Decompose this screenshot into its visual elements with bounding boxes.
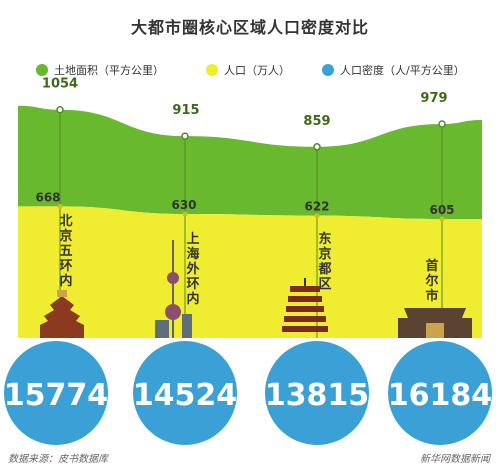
svg-text:东: 东: [318, 231, 331, 247]
population-point: [182, 211, 188, 217]
population-value: 668: [35, 190, 60, 204]
density-circle: [388, 341, 492, 445]
legend-label-land-area: 土地面积（平方公里）: [54, 64, 164, 77]
land-area-value: 859: [303, 114, 330, 129]
svg-text:环: 环: [59, 259, 72, 274]
category-label: 首尔市: [425, 258, 438, 304]
land-area-point: [181, 132, 189, 140]
svg-text:区: 区: [318, 277, 331, 292]
land-area-year: （2000年）: [158, 118, 213, 130]
density-value: 16184: [388, 378, 492, 413]
svg-text:内: 内: [186, 291, 199, 307]
population-point: [439, 216, 445, 222]
legend-swatch-population: [206, 64, 218, 76]
legend-item-land-area: 土地面积（平方公里）: [36, 62, 164, 78]
land-area-year: （2012年）: [289, 129, 344, 141]
svg-text:外: 外: [185, 261, 199, 277]
chart-title: 大都市圈核心区域人口密度对比: [130, 18, 369, 37]
svg-text:上: 上: [186, 232, 199, 247]
legend-item-density: 人口密度（人/平方公里）: [322, 62, 465, 78]
svg-text:京: 京: [318, 246, 331, 262]
svg-text:都: 都: [317, 261, 331, 277]
land-area-year: （2010年）: [406, 106, 461, 118]
density-circle: [133, 341, 237, 445]
density-value: 14524: [133, 378, 237, 413]
legend-swatch-land-area: [36, 64, 48, 76]
land-area-point: [313, 143, 321, 151]
svg-text:五: 五: [59, 244, 72, 259]
land-area-band: [18, 105, 482, 219]
land-area-value: 915: [172, 103, 199, 118]
legend-item-population: 人口（万人）: [206, 62, 290, 78]
density-value: 15774: [4, 378, 108, 413]
svg-text:内: 内: [59, 273, 72, 289]
svg-text:市: 市: [425, 288, 438, 304]
land-area-point: [56, 105, 64, 114]
land-area-value: 1054: [42, 77, 78, 92]
land-area-value: 979: [420, 91, 447, 106]
credit-note: 新华网数据新闻: [420, 454, 490, 465]
density-value: 13815: [265, 378, 369, 413]
svg-text:北: 北: [59, 214, 72, 229]
legend-label-density: 人口密度（人/平方公里）: [340, 64, 465, 77]
legend: 土地面积（平方公里） 人口（万人） 人口密度（人/平方公里）: [0, 62, 500, 82]
land-area-point: [438, 120, 446, 128]
population-value: 622: [304, 200, 329, 214]
legend-label-population: 人口（万人）: [224, 64, 290, 77]
legend-swatch-density: [322, 64, 334, 76]
population-band: [18, 206, 482, 338]
svg-text:京: 京: [59, 228, 72, 244]
population-value: 605: [429, 203, 454, 217]
svg-text:尔: 尔: [425, 273, 438, 289]
svg-text:海: 海: [186, 246, 199, 262]
source-note: 数据来源：皮书数据库: [8, 454, 108, 465]
population-point: [314, 213, 320, 219]
svg-text:首: 首: [425, 258, 438, 274]
density-circle: [4, 341, 108, 445]
population-value: 630: [171, 198, 196, 212]
land-area-year: （2014年）: [32, 92, 87, 104]
landmark-illustrations: [40, 240, 472, 338]
population-point: [57, 203, 63, 209]
density-circle: [265, 341, 369, 445]
svg-text:环: 环: [186, 277, 199, 292]
